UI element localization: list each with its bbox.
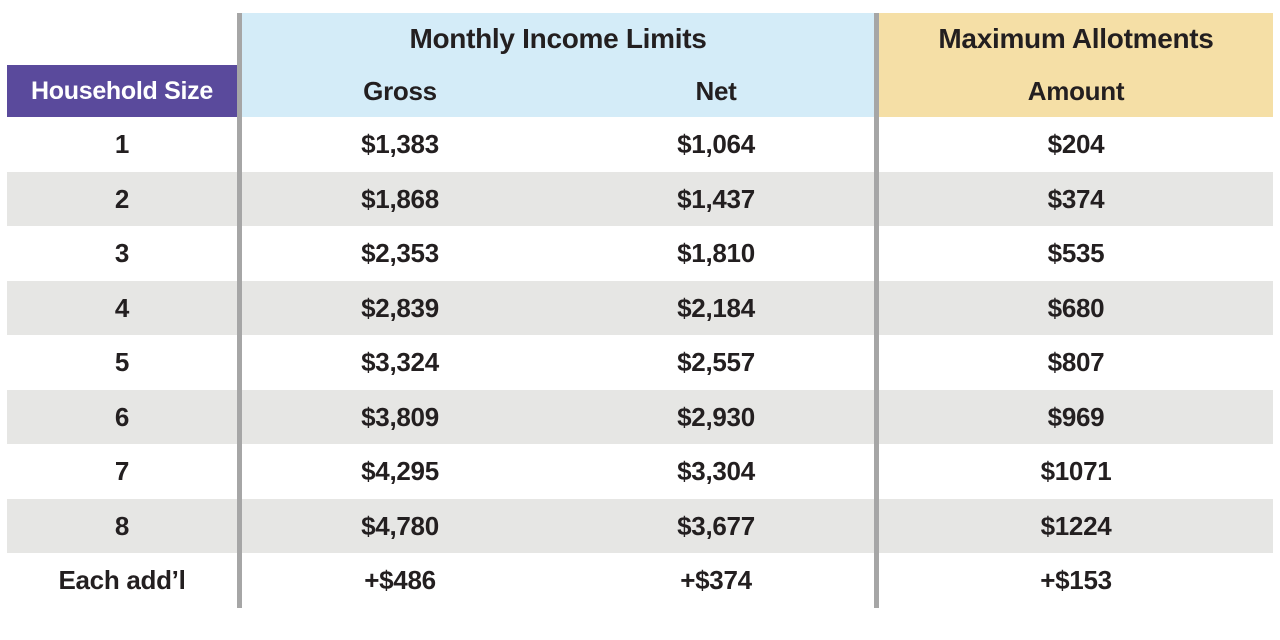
gross-cell: $3,809 <box>361 401 439 432</box>
table-row: Each add’l +$486 +$374 +$153 <box>7 553 1273 608</box>
column-divider-left <box>237 335 242 390</box>
household-size-cell: 7 <box>114 456 130 487</box>
amount-cell: $1071 <box>1040 456 1112 487</box>
column-divider-left <box>237 553 242 608</box>
amount-cell: $374 <box>1047 183 1105 214</box>
net-cell: $1,810 <box>677 238 755 269</box>
gross-cell: $4,780 <box>361 510 439 541</box>
household-size-cell: 6 <box>114 401 130 432</box>
amount-cell: +$153 <box>1040 565 1112 596</box>
col-header-gross: Gross <box>242 65 558 117</box>
column-divider-right <box>874 280 879 335</box>
net-cell: +$374 <box>680 565 752 596</box>
amount-cell: $204 <box>1047 129 1105 160</box>
column-divider-right <box>874 117 879 172</box>
column-divider-left <box>237 226 242 281</box>
table-row: 4 $2,839 $2,184 $680 <box>7 280 1273 335</box>
column-divider-right <box>874 553 879 608</box>
gross-cell: $2,353 <box>361 238 439 269</box>
net-cell: $1,064 <box>677 129 755 160</box>
household-size-cell: Each add’l <box>58 565 186 596</box>
header-group-row: Monthly Income Limits Maximum Allotments <box>7 13 1273 65</box>
amount-cell: $807 <box>1047 347 1105 378</box>
header-group-monthly-income-limits: Monthly Income Limits <box>242 13 874 65</box>
column-divider-right <box>874 444 879 499</box>
household-size-cell: 3 <box>114 238 130 269</box>
col-header-amount: Amount <box>879 65 1273 117</box>
table-row: 1 $1,383 $1,064 $204 <box>7 117 1273 172</box>
net-cell: $2,557 <box>677 347 755 378</box>
column-divider-left <box>237 389 242 444</box>
household-size-cell: 8 <box>114 510 130 541</box>
column-divider-left <box>237 444 242 499</box>
column-divider-left <box>237 171 242 226</box>
gross-cell: $1,383 <box>361 129 439 160</box>
table-row: 7 $4,295 $3,304 $1071 <box>7 444 1273 499</box>
amount-cell: $535 <box>1047 238 1105 269</box>
col-header-net: Net <box>558 65 874 117</box>
amount-cell: $1224 <box>1040 510 1112 541</box>
column-divider-left <box>237 117 242 172</box>
income-limits-table: Monthly Income Limits Maximum Allotments… <box>7 13 1273 608</box>
table-body: 1 $1,383 $1,064 $204 2 $1,868 $1,437 $37… <box>7 117 1273 608</box>
amount-cell: $969 <box>1047 401 1105 432</box>
column-divider-right <box>874 65 879 117</box>
column-divider-left <box>237 13 242 65</box>
gross-cell: $2,839 <box>361 292 439 323</box>
net-cell: $1,437 <box>677 183 755 214</box>
table-row: 3 $2,353 $1,810 $535 <box>7 226 1273 281</box>
household-size-cell: 4 <box>114 292 130 323</box>
net-cell: $2,184 <box>677 292 755 323</box>
column-divider-left <box>237 498 242 553</box>
net-cell: $3,304 <box>677 456 755 487</box>
column-divider-right <box>874 389 879 444</box>
net-cell: $3,677 <box>677 510 755 541</box>
column-divider-left <box>237 280 242 335</box>
household-size-cell: 5 <box>114 347 130 378</box>
table-row: 6 $3,809 $2,930 $969 <box>7 389 1273 444</box>
column-header-row: Household Size Gross Net Amount <box>7 65 1273 117</box>
table-row: 5 $3,324 $2,557 $807 <box>7 335 1273 390</box>
gross-cell: $4,295 <box>361 456 439 487</box>
corner-spacer <box>7 13 237 65</box>
header-group-maximum-allotments: Maximum Allotments <box>879 13 1273 65</box>
column-divider-right <box>874 498 879 553</box>
column-divider-right <box>874 171 879 226</box>
column-divider-right <box>874 335 879 390</box>
table-row: 8 $4,780 $3,677 $1224 <box>7 498 1273 553</box>
column-divider-left <box>237 65 242 117</box>
table-row: 2 $1,868 $1,437 $374 <box>7 171 1273 226</box>
column-divider-right <box>874 226 879 281</box>
household-size-cell: 2 <box>114 183 130 214</box>
column-divider-right <box>874 13 879 65</box>
corner-header-household-size: Household Size <box>7 65 237 117</box>
gross-cell: $3,324 <box>361 347 439 378</box>
gross-cell: +$486 <box>364 565 436 596</box>
net-cell: $2,930 <box>677 401 755 432</box>
amount-cell: $680 <box>1047 292 1105 323</box>
gross-cell: $1,868 <box>361 183 439 214</box>
household-size-cell: 1 <box>114 129 130 160</box>
